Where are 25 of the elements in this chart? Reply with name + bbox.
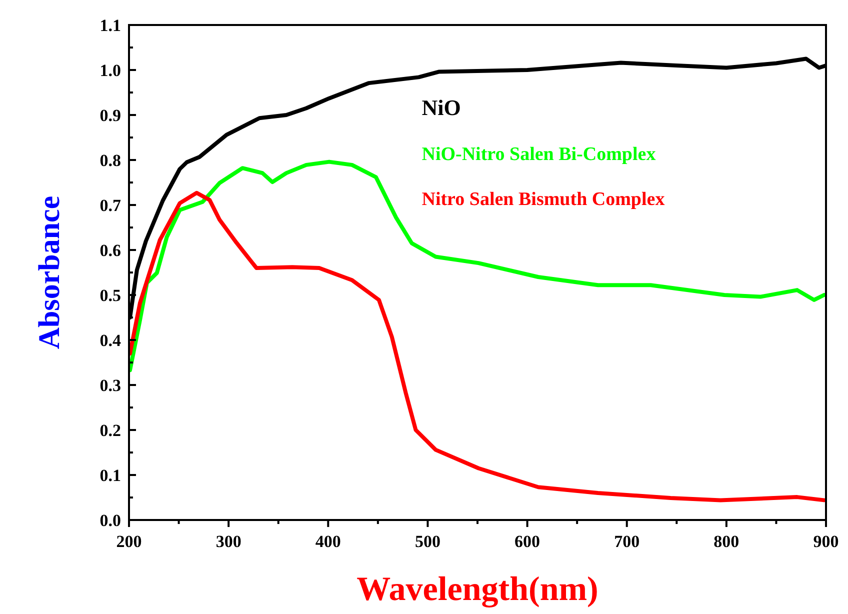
y-tick-label: 0.6 <box>100 241 121 260</box>
x-tick-label: 900 <box>813 532 839 551</box>
x-tick-label: 200 <box>116 532 142 551</box>
y-tick-label: 0.4 <box>100 331 122 350</box>
x-axis-title: Wavelength(nm) <box>356 571 598 608</box>
x-tick-label: 800 <box>714 532 740 551</box>
series-label: NiO <box>422 95 461 120</box>
x-tick-label: 300 <box>216 532 242 551</box>
y-tick-label: 1.1 <box>100 16 121 35</box>
text: NiO-Nitro Salen Bi-Complex <box>422 144 656 165</box>
y-tick-label: 0.1 <box>100 466 121 485</box>
x-tick-label: 700 <box>614 532 640 551</box>
x-tick-label: 500 <box>414 532 440 551</box>
y-tick-label: 0.5 <box>100 286 121 305</box>
y-tick-label: 0.2 <box>100 421 121 440</box>
y-tick-label: 0.0 <box>100 511 121 530</box>
x-tick-label: 400 <box>315 532 341 551</box>
y-tick-label: 0.7 <box>100 196 122 215</box>
text: Nitro Salen Bismuth Complex <box>422 189 666 210</box>
x-tick-label: 600 <box>514 532 540 551</box>
y-tick-label: 1.0 <box>100 61 121 80</box>
y-tick-label: 0.3 <box>100 376 121 395</box>
y-tick-label: 0.9 <box>100 106 121 125</box>
y-axis-title: Absorbance <box>33 196 66 350</box>
y-tick-label: 0.8 <box>100 151 121 170</box>
